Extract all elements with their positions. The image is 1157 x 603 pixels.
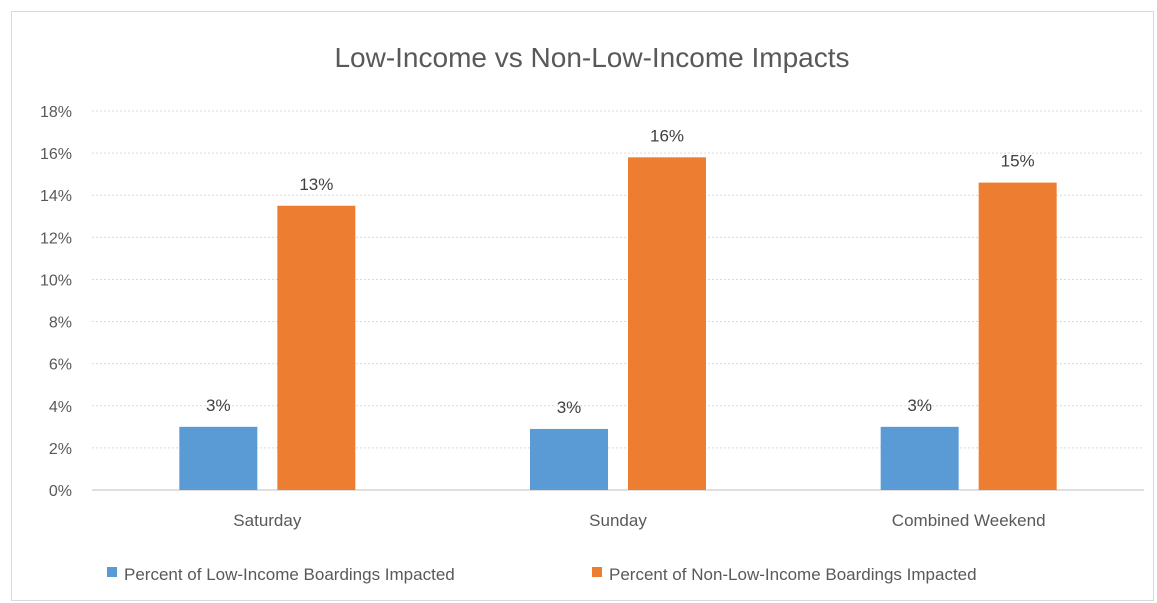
y-tick-label: 18% bbox=[40, 104, 72, 121]
y-tick-label: 6% bbox=[49, 357, 72, 374]
x-category-label: Sunday bbox=[589, 511, 647, 530]
y-tick-label: 8% bbox=[49, 315, 72, 332]
y-axis: 0% 2% 4% 6% 8% 10% 12% 14% 16% 18% bbox=[40, 104, 72, 500]
legend-swatch bbox=[107, 567, 117, 577]
y-tick-label: 14% bbox=[40, 188, 72, 205]
data-label: 13% bbox=[299, 175, 333, 194]
x-axis: Saturday Sunday Combined Weekend bbox=[233, 511, 1045, 530]
data-label: 3% bbox=[557, 398, 582, 417]
bars bbox=[179, 157, 1057, 491]
y-tick-label: 4% bbox=[49, 399, 72, 416]
x-category-label: Combined Weekend bbox=[892, 511, 1046, 530]
bar-non-low-income bbox=[628, 157, 706, 491]
y-tick-label: 10% bbox=[40, 272, 72, 289]
legend-entry: Percent of Low-Income Boardings Impacted bbox=[124, 565, 455, 584]
bar-non-low-income bbox=[277, 205, 356, 490]
x-category-label: Saturday bbox=[233, 511, 302, 530]
bar-low-income bbox=[179, 426, 258, 490]
chart-frame bbox=[11, 11, 1154, 601]
bar-non-low-income bbox=[978, 182, 1057, 491]
data-labels: 3% 13% 3% 16% 3% 15% bbox=[206, 126, 1035, 417]
data-label: 3% bbox=[206, 396, 231, 415]
chart-title: Low-Income vs Non-Low-Income Impacts bbox=[334, 42, 849, 73]
legend-swatch bbox=[592, 567, 602, 577]
legend-entry: Percent of Non-Low-Income Boardings Impa… bbox=[609, 565, 977, 584]
legend: Percent of Low-Income Boardings Impacted… bbox=[107, 565, 977, 584]
gridlines bbox=[92, 110, 1144, 491]
data-label: 3% bbox=[907, 396, 932, 415]
bar-low-income bbox=[530, 428, 608, 490]
y-tick-label: 2% bbox=[49, 441, 72, 458]
y-tick-label: 12% bbox=[40, 230, 72, 247]
data-label: 16% bbox=[650, 126, 684, 145]
y-tick-label: 0% bbox=[49, 483, 72, 500]
data-label: 15% bbox=[1001, 152, 1035, 171]
bar-low-income bbox=[880, 426, 959, 490]
y-tick-label: 16% bbox=[40, 146, 72, 163]
